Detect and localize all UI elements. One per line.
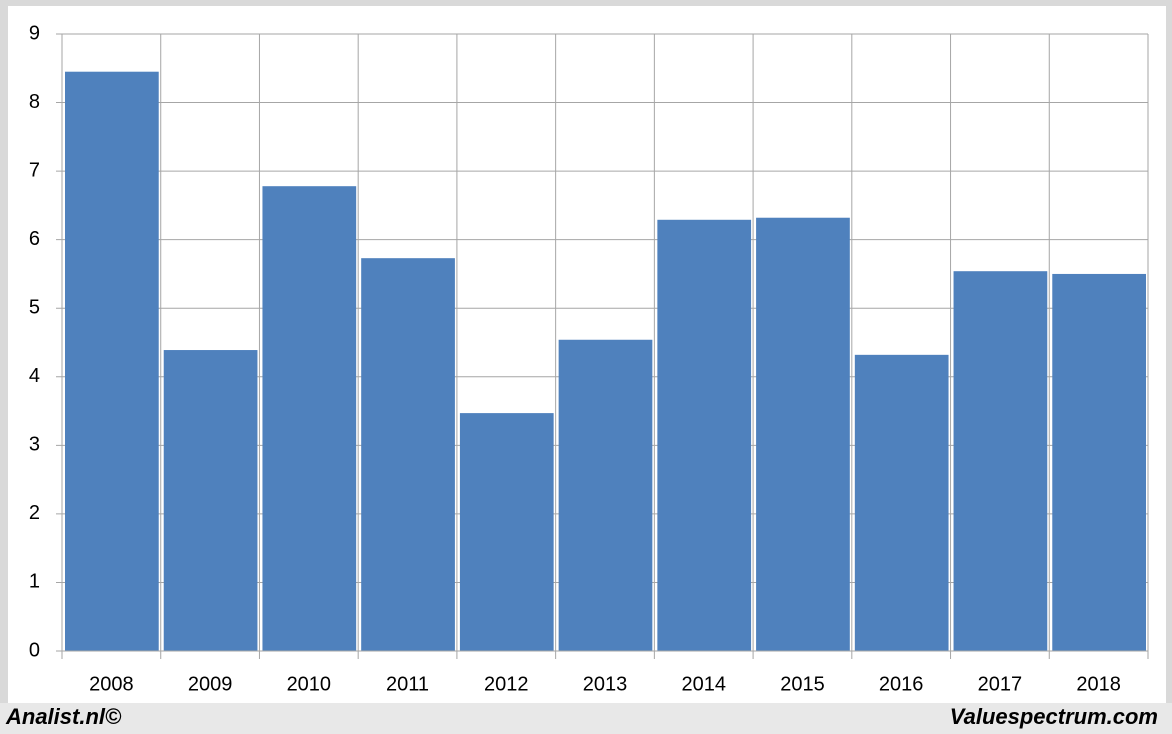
y-tick-label: 5 (29, 297, 40, 319)
y-tick-label: 7 (29, 159, 40, 181)
credit-left: Analist.nl© (5, 704, 122, 729)
bar (459, 413, 554, 651)
y-tick-label: 8 (29, 91, 40, 113)
x-tick-label: 2010 (287, 673, 332, 695)
y-tick-label: 4 (29, 365, 40, 387)
x-tick-label: 2013 (583, 673, 628, 695)
y-tick-label: 3 (29, 434, 40, 456)
x-tick-label: 2011 (386, 673, 429, 695)
bar (953, 271, 1048, 651)
y-tick-label: 2 (29, 502, 40, 524)
footer (0, 703, 1172, 734)
x-tick-label: 2012 (484, 673, 529, 695)
bar (361, 258, 455, 651)
bar (854, 354, 949, 651)
x-tick-label: 2008 (89, 673, 134, 695)
bar (1052, 273, 1146, 651)
bar (163, 350, 258, 651)
bar (657, 219, 752, 651)
x-tick-label: 2009 (188, 673, 233, 695)
x-tick-label: 2017 (978, 673, 1023, 695)
y-tick-label: 0 (29, 639, 40, 661)
bar (262, 186, 357, 651)
bar (756, 217, 850, 651)
y-tick-label: 9 (29, 22, 40, 44)
x-tick-label: 2016 (879, 673, 924, 695)
y-tick-label: 6 (29, 228, 40, 250)
x-tick-label: 2014 (681, 673, 726, 695)
x-tick-label: 2018 (1076, 673, 1121, 695)
bar (558, 339, 653, 651)
bar (65, 71, 159, 651)
y-tick-label: 1 (29, 571, 40, 593)
x-tick-label: 2015 (780, 673, 825, 695)
credit-right: Valuespectrum.com (950, 704, 1158, 729)
